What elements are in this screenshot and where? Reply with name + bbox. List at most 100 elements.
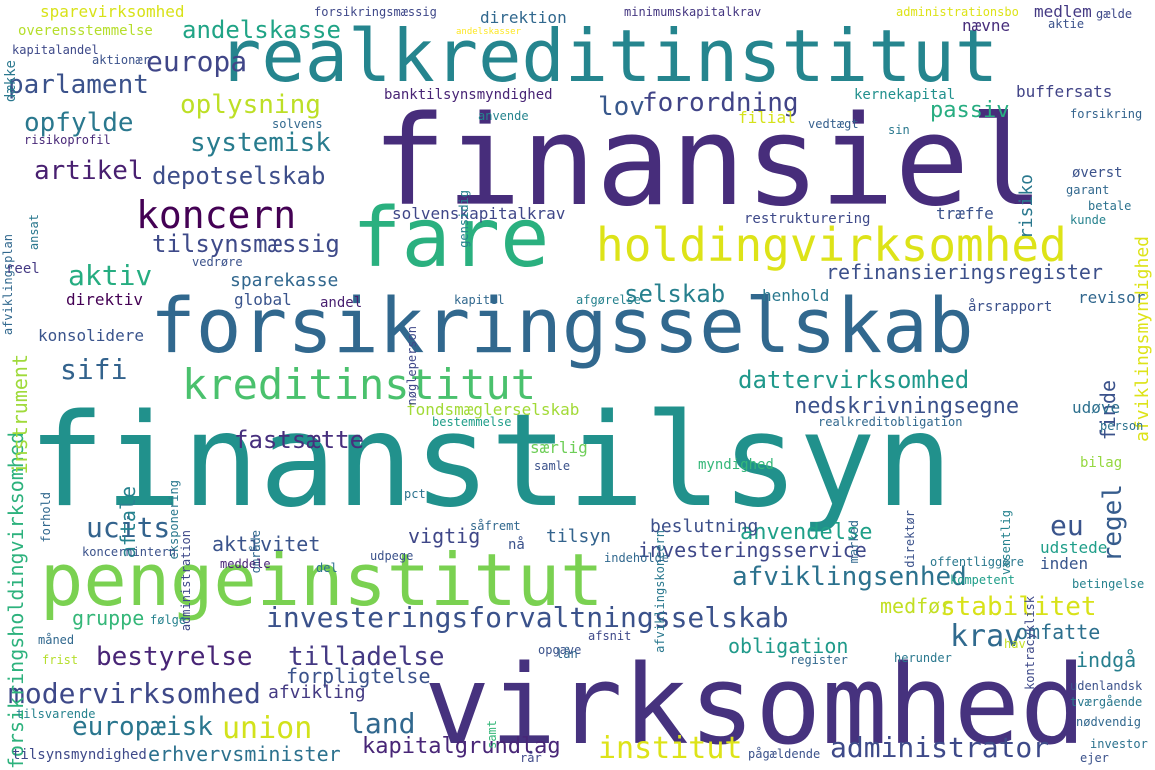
cloud-word: forordning: [642, 88, 799, 118]
cloud-word: omfatte: [1016, 620, 1101, 644]
cloud-word: nøgleperson: [405, 326, 419, 406]
cloud-word: nå: [508, 537, 525, 553]
cloud-word: anvendelse: [740, 520, 873, 545]
cloud-word: betale: [1088, 199, 1132, 213]
cloud-word: oplysning: [180, 90, 321, 120]
cloud-word: overensstemmelse: [18, 23, 153, 39]
cloud-word: del: [316, 561, 338, 575]
cloud-word: eu: [1050, 509, 1084, 542]
cloud-word: register: [790, 653, 848, 667]
cloud-word: fondsmæglerselskab: [406, 400, 580, 419]
cloud-word: instrument: [8, 354, 32, 475]
cloud-word: revisor: [1078, 288, 1146, 307]
cloud-word: meddele: [220, 557, 271, 571]
cloud-word: forsikringsselskab: [150, 281, 974, 370]
cloud-word: fare: [352, 191, 550, 286]
cloud-word: forpligtelse: [286, 664, 431, 688]
cloud-word: udpege: [370, 549, 414, 563]
cloud-word: garant: [1066, 183, 1110, 197]
cloud-word: institut: [598, 731, 743, 766]
cloud-word: stabilitet: [940, 592, 1097, 622]
cloud-word: ucits: [86, 511, 171, 544]
cloud-word: gensidig: [457, 190, 471, 248]
cloud-word: sifi: [60, 353, 128, 386]
cloud-word: bestyrelse: [96, 642, 253, 672]
cloud-word: tværgående: [1070, 695, 1143, 709]
cloud-word: afvikling: [268, 682, 366, 703]
cloud-word: solvenskapitalkrav: [392, 204, 566, 223]
cloud-word: samle: [534, 459, 571, 473]
cloud-word: person: [1100, 419, 1144, 433]
cloud-word: bilag: [1080, 455, 1123, 471]
cloud-word: risiko: [1016, 174, 1037, 240]
cloud-word: pct: [404, 487, 426, 501]
cloud-word: afsnit: [588, 629, 632, 643]
cloud-word: restrukturering: [744, 211, 871, 227]
cloud-word: europæisk: [72, 712, 213, 742]
cloud-word: beslutning: [650, 516, 759, 537]
cloud-word: nødvendig: [1076, 715, 1142, 729]
cloud-word: afviklingskoncern: [653, 530, 667, 653]
cloud-word: forhold: [39, 492, 53, 543]
cloud-word: kernekapital: [854, 87, 956, 103]
cloud-word: virksomhed: [424, 641, 1087, 769]
cloud-word: følge: [150, 613, 187, 627]
cloud-word: holdingvirksomhed: [596, 218, 1067, 272]
cloud-word: sin: [888, 123, 910, 137]
cloud-word: pågældende: [748, 747, 821, 761]
cloud-word: andel: [320, 295, 363, 311]
cloud-word: koncernintern: [82, 545, 176, 559]
cloud-word: ejer: [1080, 751, 1109, 765]
cloud-word: pengeinstitut: [40, 538, 604, 622]
cloud-word: dattervirksomhed: [738, 366, 970, 394]
cloud-word: realkreditobligation: [818, 415, 963, 429]
cloud-word: sparekasse: [230, 270, 339, 291]
cloud-word: anvende: [478, 109, 529, 123]
cloud-word: samt: [485, 720, 499, 749]
cloud-word: investeringsservice: [638, 538, 867, 562]
cloud-word: reel: [6, 261, 40, 277]
cloud-word: union: [222, 711, 313, 746]
cloud-word: artikel: [34, 156, 144, 186]
cloud-word: nedskrivningsegne: [794, 394, 1020, 419]
cloud-word: investor: [1090, 737, 1148, 751]
cloud-word: administrationsbo: [896, 5, 1019, 19]
cloud-word: land: [348, 707, 416, 740]
cloud-word: aktionær: [92, 53, 150, 67]
cloud-word: vedtægt: [808, 117, 859, 131]
cloud-word: opfylde: [24, 108, 134, 138]
cloud-word: aktie: [1048, 17, 1085, 31]
cloud-word: tilsvarende: [16, 707, 96, 721]
cloud-word: kompetent: [950, 573, 1016, 587]
cloud-word: tilsynsmæssig: [152, 230, 340, 258]
cloud-word: kontracyklisk: [1023, 596, 1037, 690]
cloud-word: direktør: [903, 510, 917, 568]
cloud-word: årsrapport: [968, 299, 1053, 315]
cloud-word: medfør: [880, 594, 953, 618]
cloud-word: træffe: [936, 204, 994, 223]
cloud-word: kreditinstitut: [182, 360, 537, 409]
cloud-word: administrator: [830, 731, 1050, 764]
cloud-word: vigtig: [408, 524, 481, 548]
cloud-word: risikoprofil: [24, 133, 111, 147]
cloud-word: krav: [950, 619, 1023, 654]
cloud-word: direktiv: [66, 290, 144, 309]
cloud-word: fastsætte: [234, 426, 365, 454]
cloud-word: selskab: [624, 280, 726, 308]
cloud-word: lov: [598, 92, 645, 122]
cloud-word: europa: [146, 45, 248, 78]
cloud-word: kapitalgrundlag: [362, 734, 561, 759]
cloud-word: dække: [3, 60, 19, 103]
cloud-word: myndighed: [698, 457, 774, 473]
cloud-word: minimumskapitalkrav: [624, 5, 762, 19]
cloud-word: afviklingsplan: [1, 234, 15, 336]
cloud-word: indgå: [1076, 648, 1137, 672]
cloud-word: buffersats: [1016, 82, 1113, 101]
cloud-word: obligation: [728, 634, 849, 658]
cloud-word: offentliggøre: [930, 555, 1024, 569]
cloud-word: aktivitet: [212, 532, 321, 556]
cloud-word: udenlandsk: [1070, 679, 1143, 693]
cloud-word: tilladelse: [288, 642, 445, 672]
cloud-word: frist: [42, 653, 79, 667]
